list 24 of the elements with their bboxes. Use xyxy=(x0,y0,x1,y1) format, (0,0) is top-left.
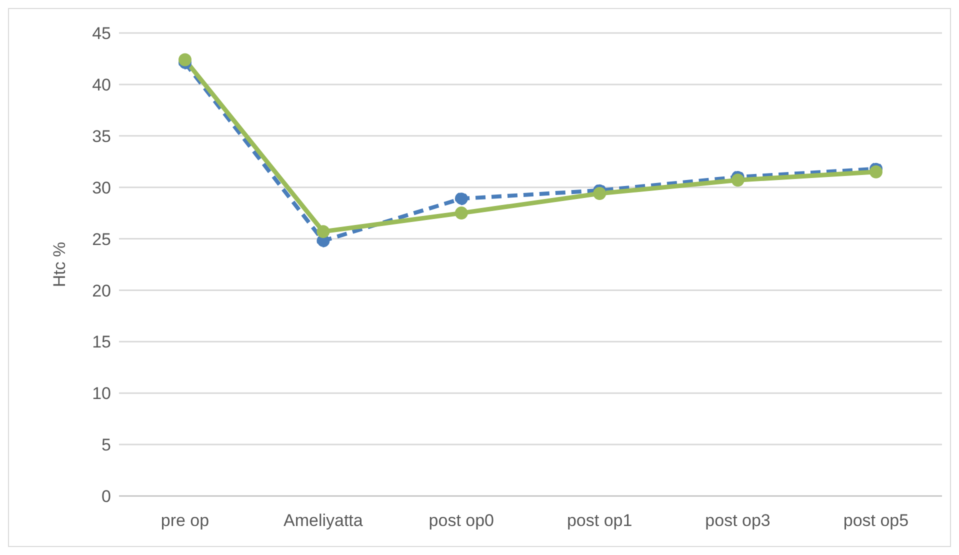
y-tick-label: 10 xyxy=(92,384,111,404)
y-axis-title: Htc % xyxy=(50,242,70,288)
y-tick-label: 35 xyxy=(92,126,111,146)
point xyxy=(454,192,468,206)
x-tick-label: post op3 xyxy=(705,511,770,530)
point xyxy=(593,187,606,200)
point xyxy=(731,174,744,187)
x-tick-label: post op1 xyxy=(566,511,632,530)
x-tick-label: Ameliyatta xyxy=(284,511,364,530)
y-tick-label: 45 xyxy=(92,24,111,44)
y-tick-label: 15 xyxy=(92,332,111,352)
x-tick-label: post op0 xyxy=(428,511,494,530)
y-tick-label: 25 xyxy=(92,230,111,249)
point xyxy=(178,53,192,66)
x-tick-label: pre op xyxy=(160,511,210,530)
y-tick-label: 0 xyxy=(102,487,111,506)
point xyxy=(870,165,882,178)
point xyxy=(316,225,330,238)
y-tick-label: 40 xyxy=(92,75,111,94)
point xyxy=(454,206,468,220)
x-tick-label: post op5 xyxy=(843,511,909,530)
y-tick-label: 30 xyxy=(92,178,111,198)
y-tick-label: 5 xyxy=(102,436,111,455)
y-tick-label: 20 xyxy=(92,281,111,300)
